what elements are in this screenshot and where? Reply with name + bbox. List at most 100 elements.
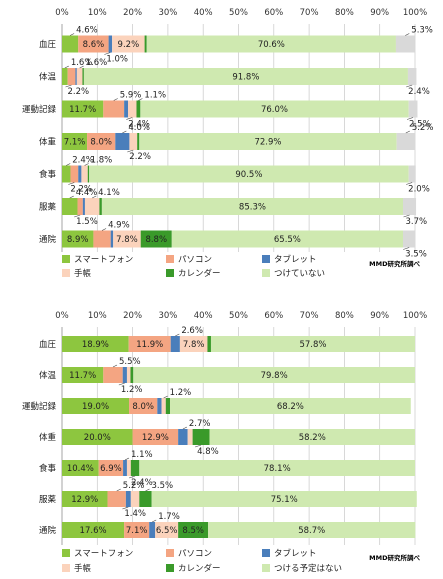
category-label: 通院	[39, 234, 57, 245]
bar-segment	[103, 367, 123, 383]
bar-segment	[192, 429, 210, 445]
callout-line	[127, 149, 134, 153]
data-label: 75.1%	[271, 495, 298, 505]
bar-segment	[157, 398, 162, 414]
bar-segment	[122, 367, 127, 383]
bar-segment	[128, 336, 171, 352]
callout-line	[69, 195, 74, 199]
bar-segment	[179, 336, 208, 352]
bar-segment	[126, 367, 131, 383]
callout-line	[122, 506, 129, 510]
data-label: 17.6%	[80, 526, 107, 536]
data-label: 5.3%	[411, 26, 433, 36]
bar-segment	[165, 398, 171, 414]
bar-segment	[93, 230, 111, 248]
data-label: 1.6%	[71, 58, 93, 68]
legend-label: つけていない	[274, 269, 325, 279]
data-label: 1.5%	[76, 217, 98, 227]
legend-label: パソコン	[178, 255, 212, 265]
data-label: 9.2%	[118, 40, 140, 50]
x-tick-label: 80%	[335, 311, 354, 321]
data-label: 5.2%	[412, 123, 434, 133]
data-label: 91.8%	[232, 73, 259, 83]
x-tick-label: 100%	[403, 311, 427, 321]
bar-segment	[149, 522, 156, 538]
data-label: 4.0%	[128, 123, 150, 133]
data-label: 10.4%	[67, 464, 94, 474]
bar-segment	[144, 35, 147, 53]
legend-swatch	[166, 255, 174, 263]
bar-segment	[124, 522, 150, 538]
category-label: 血圧	[39, 39, 57, 50]
x-tick-label: 40%	[194, 311, 213, 321]
bar-segment	[110, 230, 114, 248]
bar-segment	[62, 398, 130, 414]
bar-segment	[178, 522, 209, 538]
data-label: 2.6%	[181, 326, 203, 336]
data-label: 3.5%	[405, 250, 427, 260]
callout-line	[126, 117, 133, 120]
data-label: 90.5%	[235, 170, 262, 180]
bar-segment	[408, 100, 418, 118]
bar-segment	[78, 35, 109, 53]
data-label: 2.4%	[72, 156, 94, 166]
callout-line	[116, 488, 121, 492]
bar-segment	[136, 100, 141, 118]
callout-line	[68, 182, 75, 185]
data-label: 58.2%	[299, 433, 326, 443]
callout-line	[194, 444, 202, 448]
x-tick-label: 70%	[300, 8, 319, 18]
data-label: 6.5%	[156, 526, 178, 536]
bar-segment	[130, 491, 140, 507]
data-label: 11.7%	[69, 105, 96, 115]
bar-segment	[128, 100, 137, 118]
data-label: 4.1%	[98, 188, 120, 198]
bar-segment	[125, 491, 131, 507]
bar-segment	[62, 165, 71, 183]
source-note: MMD研究所調べ	[369, 553, 420, 562]
x-tick-label: 30%	[158, 8, 177, 18]
bar-segment	[75, 68, 77, 85]
data-label: 1.2%	[121, 385, 143, 395]
category-label: 食事	[39, 169, 57, 180]
x-tick-label: 10%	[88, 311, 107, 321]
bar-segment	[208, 522, 416, 538]
bar-segment	[395, 35, 415, 53]
legend-swatch	[62, 269, 70, 277]
data-label: 3.7%	[406, 217, 428, 227]
data-label: 1.8%	[91, 156, 113, 166]
x-tick-label: 0%	[55, 311, 69, 321]
bar-segment	[62, 133, 88, 150]
x-tick-label: 20%	[123, 8, 142, 18]
legend-swatch	[262, 564, 270, 572]
bar-segment	[82, 198, 85, 215]
x-tick-label: 60%	[264, 8, 283, 18]
data-label: 57.8%	[299, 340, 326, 350]
x-tick-label: 0%	[55, 8, 69, 18]
callout-line	[406, 182, 413, 185]
callout-line	[66, 163, 71, 166]
data-label: 76.0%	[261, 105, 288, 115]
data-label: 6.9%	[100, 464, 122, 474]
category-label: 服薬	[39, 494, 57, 505]
x-tick-label: 60%	[264, 311, 283, 321]
legend-swatch	[262, 549, 270, 557]
x-tick-label: 50%	[229, 311, 248, 321]
category-label: 食事	[39, 463, 57, 474]
callout-line	[145, 488, 150, 492]
legend-swatch	[62, 255, 70, 263]
data-label: 1.7%	[158, 512, 180, 522]
bar-segment	[101, 198, 403, 215]
bar-segment	[81, 165, 88, 183]
bar-segment	[62, 367, 104, 383]
legend-swatch	[62, 549, 70, 557]
data-label: 4.6%	[76, 26, 98, 36]
bar-segment	[82, 68, 84, 85]
bar-segment	[78, 165, 82, 183]
bar-segment	[133, 367, 415, 383]
callout-line	[112, 364, 118, 368]
bar-segment	[112, 35, 145, 53]
data-label: 1.2%	[170, 388, 192, 398]
callout-line	[182, 426, 188, 430]
